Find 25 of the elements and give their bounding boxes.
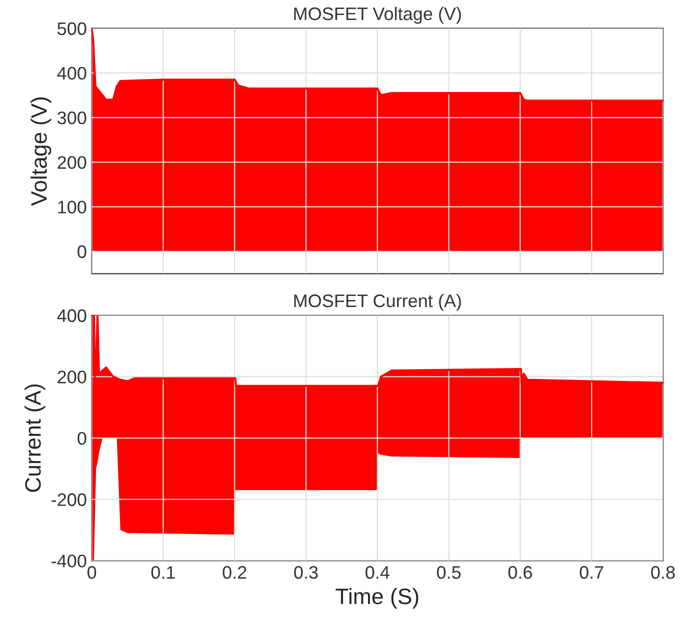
y-tick-label: 500 <box>58 22 86 36</box>
x-tick-label: 0.6 <box>508 566 532 579</box>
x-tick-label: 0.1 <box>151 566 175 579</box>
y-tick-label: 200 <box>58 370 86 384</box>
y-tick-label: 0 <box>78 245 86 258</box>
y-axis-title: Current (A) <box>24 384 46 492</box>
x-tick-label: 0.3 <box>294 566 318 579</box>
y-tick-label: 0 <box>78 432 86 445</box>
chart-title: MOSFET Voltage (V) <box>294 6 461 24</box>
x-tick-label: 0.8 <box>651 566 675 579</box>
y-tick-label: 200 <box>58 156 86 169</box>
y-axis-title: Voltage (V) <box>30 97 52 206</box>
x-tick-label: 0.4 <box>366 566 390 579</box>
y-tick-label: -400 <box>52 554 86 568</box>
y-tick-label: 100 <box>58 200 86 214</box>
x-tick-label: 0.5 <box>436 566 461 579</box>
chart-title: MOSFET Current (A) <box>294 294 461 311</box>
x-tick-label: 0.7 <box>580 566 604 579</box>
y-tick-label: 400 <box>57 66 86 80</box>
y-tick-label: 300 <box>58 111 86 124</box>
x-axis-title: Time (S) <box>336 588 418 609</box>
y-tick-label: -200 <box>52 493 86 506</box>
x-tick-label: 0 <box>87 566 96 579</box>
x-tick-label: 0.2 <box>222 566 246 579</box>
y-tick-label: 400 <box>57 309 86 322</box>
